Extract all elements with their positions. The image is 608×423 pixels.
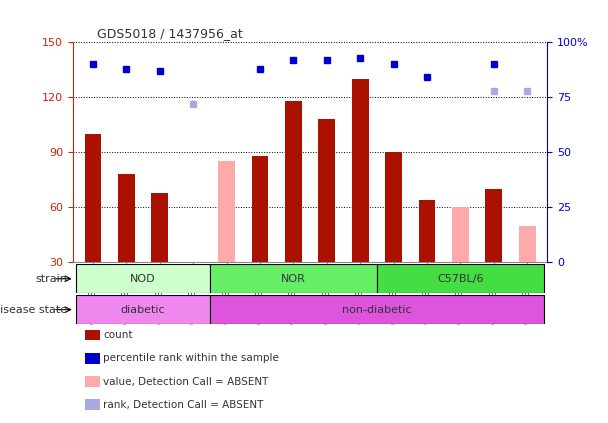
Bar — [377, 264, 544, 293]
Bar — [419, 200, 435, 262]
Bar — [452, 207, 469, 262]
Bar — [218, 162, 235, 262]
Text: GDS5018 / 1437956_at: GDS5018 / 1437956_at — [97, 27, 243, 40]
Text: percentile rank within the sample: percentile rank within the sample — [103, 354, 279, 363]
Bar — [85, 134, 102, 262]
Text: value, Detection Call = ABSENT: value, Detection Call = ABSENT — [103, 377, 269, 387]
Bar — [76, 295, 210, 324]
Text: strain: strain — [35, 274, 67, 284]
Text: C57BL/6: C57BL/6 — [437, 274, 483, 284]
Bar — [210, 264, 377, 293]
Text: non-diabetic: non-diabetic — [342, 305, 412, 315]
Bar — [76, 264, 210, 293]
Bar — [118, 174, 135, 262]
Bar — [319, 119, 335, 262]
Text: NOR: NOR — [281, 274, 306, 284]
Bar — [210, 295, 544, 324]
Text: disease state: disease state — [0, 305, 67, 315]
Text: NOD: NOD — [130, 274, 156, 284]
Bar — [352, 79, 368, 262]
Bar — [252, 156, 268, 262]
Text: diabetic: diabetic — [121, 305, 165, 315]
Bar — [185, 262, 201, 312]
Bar — [151, 192, 168, 262]
Bar — [385, 152, 402, 262]
Bar — [485, 189, 502, 262]
Text: count: count — [103, 330, 133, 340]
Bar — [519, 225, 536, 262]
Text: rank, Detection Call = ABSENT: rank, Detection Call = ABSENT — [103, 400, 264, 410]
Bar — [285, 101, 302, 262]
